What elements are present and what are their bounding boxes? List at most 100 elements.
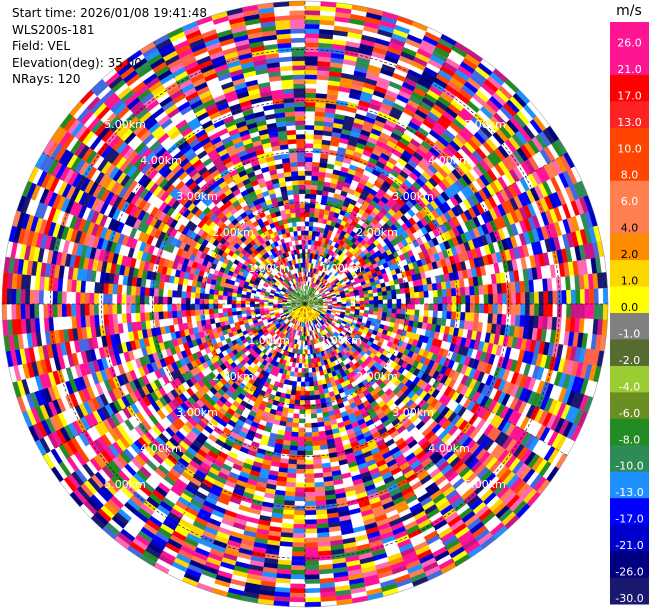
ppi-gate xyxy=(341,301,347,305)
ppi-gate xyxy=(301,372,306,378)
ppi-gate xyxy=(304,10,321,16)
ppi-gate xyxy=(309,202,316,209)
ppi-gate xyxy=(547,290,554,305)
ppi-gate xyxy=(311,175,319,181)
ppi-gate xyxy=(289,597,306,603)
ppi-gate xyxy=(473,312,480,323)
ppi-gate xyxy=(301,363,306,369)
ppi-gate xyxy=(299,409,306,415)
ppi-gate xyxy=(290,431,299,438)
ppi-gate xyxy=(287,463,297,470)
ppi-gate xyxy=(511,292,517,305)
ppi-gate xyxy=(288,454,298,461)
ppi-gate xyxy=(309,399,316,406)
ppi-gate xyxy=(450,288,457,297)
ppi-gate xyxy=(304,74,318,80)
ppi-gate xyxy=(304,546,319,553)
ppi-gate xyxy=(312,376,318,382)
ppi-gate xyxy=(310,189,318,195)
ppi-gate xyxy=(304,381,310,387)
ppi-gate xyxy=(310,417,318,424)
ppi-gate xyxy=(313,143,322,149)
ppi-gate xyxy=(304,179,312,185)
ppi-gate xyxy=(428,297,434,305)
ppi-gate xyxy=(294,487,306,493)
ppi-gate xyxy=(382,303,388,309)
ppi-gate xyxy=(312,157,321,163)
ppi-gate xyxy=(304,514,317,520)
ppi-gate xyxy=(304,120,315,126)
ppi-gate xyxy=(298,358,303,364)
ppi-gate xyxy=(293,404,300,410)
ppi-gate xyxy=(401,298,407,305)
ppi-gate xyxy=(391,299,397,305)
ppi-gate xyxy=(602,303,609,321)
ppi-gate xyxy=(304,5,321,11)
ppi-gate xyxy=(304,147,314,153)
ppi-gate xyxy=(290,565,306,571)
ppi-gate xyxy=(469,303,476,314)
ppi-gate xyxy=(432,289,439,298)
ppi-gate xyxy=(304,418,312,424)
ppi-gate xyxy=(469,294,476,305)
ppi-gate xyxy=(289,449,298,456)
ppi-gate xyxy=(506,293,512,305)
ppi-gate xyxy=(336,301,342,305)
ppi-gate xyxy=(308,376,314,383)
ppi-gate xyxy=(547,303,554,318)
ppi-gate xyxy=(304,257,308,263)
ppi-gate xyxy=(473,285,480,296)
ppi-gate xyxy=(304,436,313,442)
ppi-gate xyxy=(386,312,392,318)
ppi-gate xyxy=(534,291,540,305)
ppi-gate xyxy=(529,291,535,305)
ppi-gate xyxy=(432,310,439,319)
ppi-gate xyxy=(579,289,586,305)
ppi-gate xyxy=(313,459,322,465)
ppi-gate xyxy=(561,303,567,318)
ppi-gate xyxy=(488,293,494,305)
ppi-gate xyxy=(293,510,306,516)
ppi-gate xyxy=(456,303,462,313)
ppi-gate xyxy=(400,288,406,295)
ppi-gate xyxy=(474,294,480,305)
ppi-gate xyxy=(300,381,306,387)
ppi-plot xyxy=(1,0,609,608)
ppi-gate xyxy=(304,537,318,543)
ppi-gate xyxy=(414,303,420,311)
ppi-gate xyxy=(314,394,321,401)
ppi-gate xyxy=(304,473,315,479)
ppi-gate xyxy=(304,588,321,594)
ppi-gate xyxy=(304,409,311,415)
ppi-gate xyxy=(570,289,577,305)
ppi-gate xyxy=(304,597,321,603)
ppi-gate xyxy=(566,303,572,319)
ppi-gate xyxy=(311,362,316,369)
ppi-gate xyxy=(446,303,453,312)
ppi-gate xyxy=(304,14,321,20)
ppi-gate xyxy=(464,286,471,296)
ppi-gate xyxy=(396,293,402,300)
ppi-gate xyxy=(488,303,494,315)
ppi-gate xyxy=(602,287,609,305)
ppi-gate xyxy=(304,253,308,259)
ppi-gate xyxy=(308,381,314,387)
ppi-gate xyxy=(289,440,298,447)
ppi-gate xyxy=(296,381,302,387)
ppi-gate xyxy=(414,291,420,299)
ppi-gate xyxy=(316,412,324,419)
ppi-gate xyxy=(292,542,306,548)
ppi-gate xyxy=(520,303,526,316)
ppi-gate xyxy=(506,303,512,315)
ppi-gate xyxy=(300,386,306,392)
ppi-gate xyxy=(313,390,320,396)
ppi-gate xyxy=(304,244,309,250)
ppi-gate xyxy=(296,459,306,465)
ppi-gate xyxy=(552,303,558,318)
ppi-gate xyxy=(396,303,402,310)
ppi-gate xyxy=(363,293,370,298)
ppi-gate xyxy=(386,290,392,296)
ppi-gate xyxy=(304,19,321,25)
ppi-gate xyxy=(304,216,310,222)
ppi-gate xyxy=(291,427,299,433)
